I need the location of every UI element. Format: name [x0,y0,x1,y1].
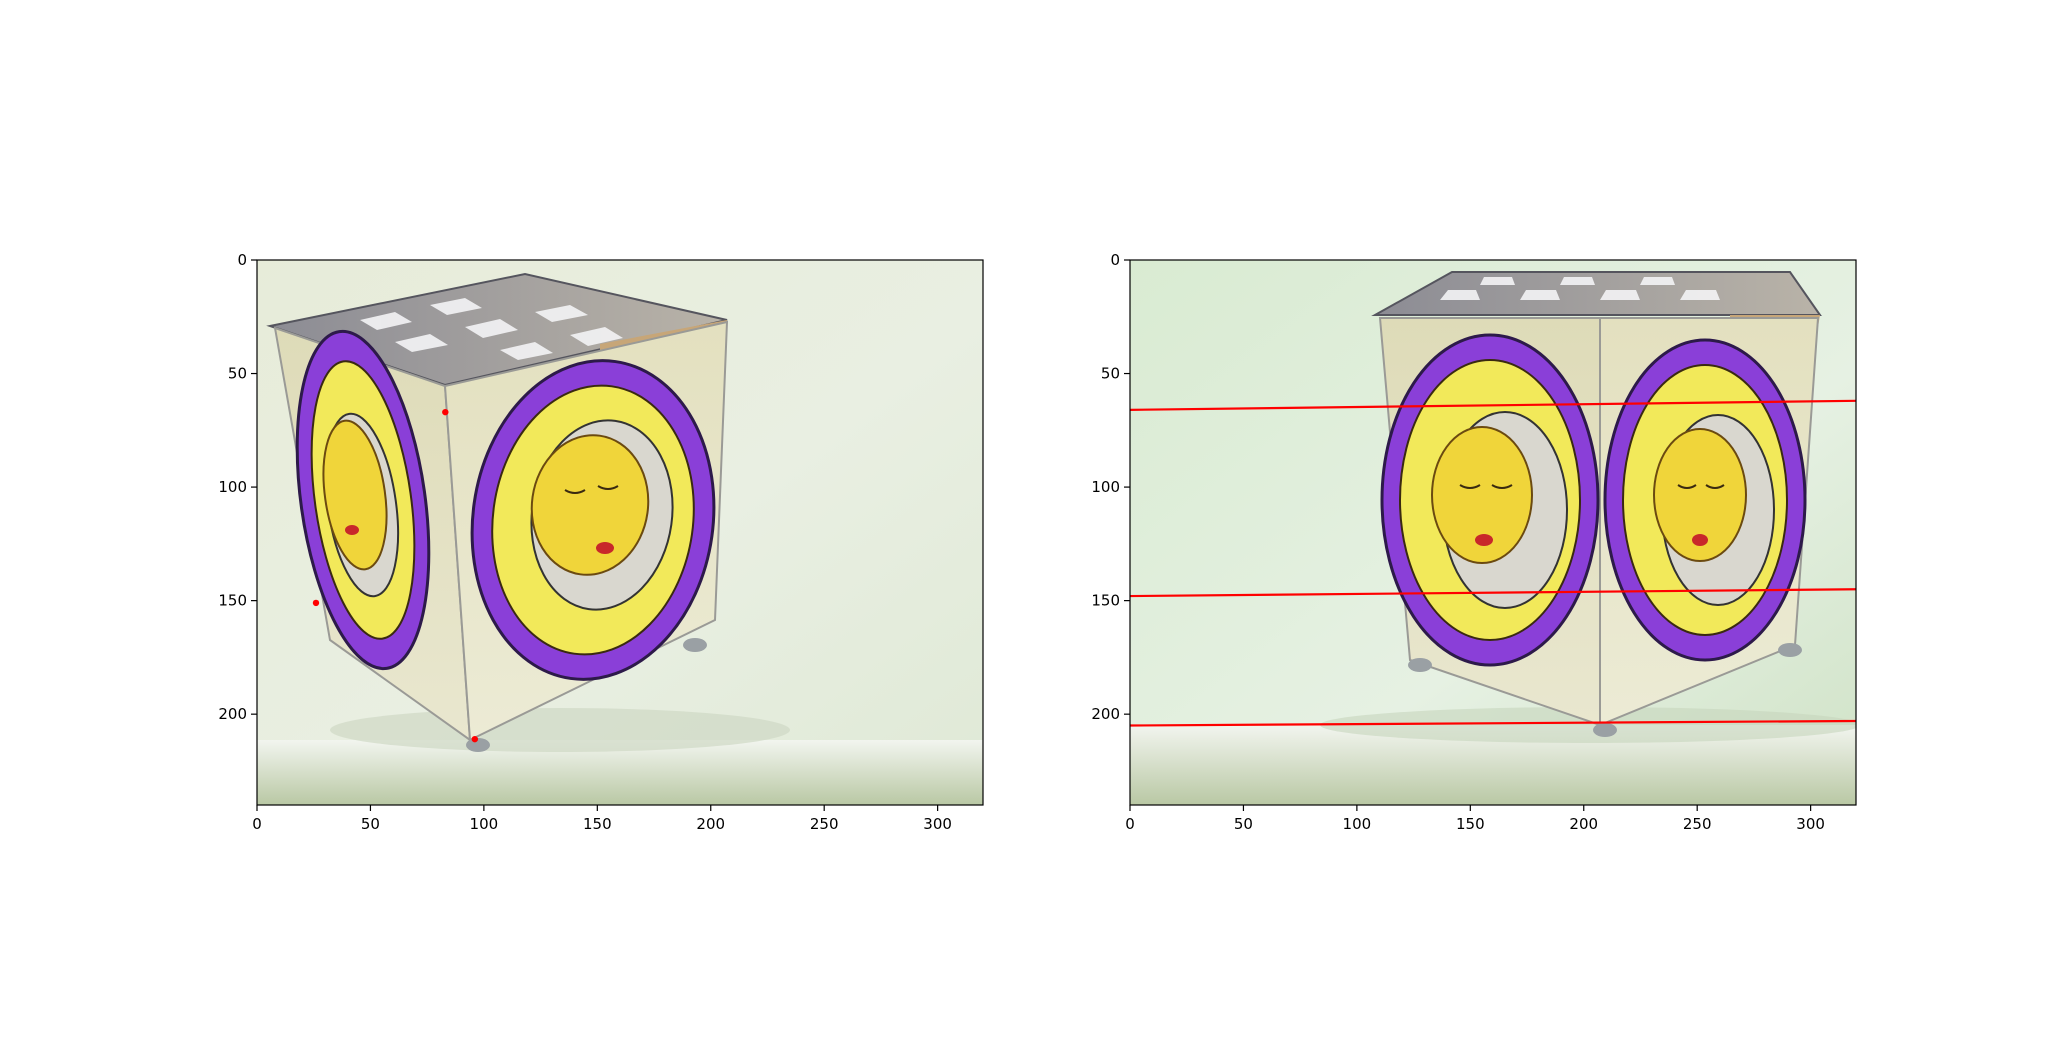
left-axes-frame [256,259,984,806]
epipolar-line [1130,399,1856,411]
left-panel: 0 50 100 150 200 250 300 0 50 100 150 200 [218,251,984,833]
right-epipolar-lines [1130,399,1856,727]
y-tick-label: 200 [218,705,247,723]
x-tick-label: 150 [1456,815,1485,833]
right-x-axis: 0 50 100 150 200 250 300 [1125,805,1825,833]
left-marked-points [312,408,478,743]
right-axes-frame [1129,259,1857,806]
right-y-axis: 0 50 100 150 200 [1091,251,1130,723]
y-tick-label: 50 [1101,365,1120,383]
x-tick-label: 100 [1343,815,1372,833]
x-tick-label: 200 [696,815,725,833]
x-tick-label: 50 [361,815,380,833]
epipolar-line [1130,719,1856,727]
y-tick-label: 0 [1110,251,1120,269]
y-tick-label: 150 [218,592,247,610]
marked-point [442,408,449,416]
marked-point [471,735,478,743]
x-tick-label: 200 [1569,815,1598,833]
left-x-axis: 0 50 100 150 200 250 300 [252,805,952,833]
y-tick-label: 100 [1091,478,1120,496]
x-tick-label: 250 [1683,815,1712,833]
x-tick-label: 250 [810,815,839,833]
x-tick-label: 0 [1125,815,1135,833]
y-tick-label: 150 [1091,592,1120,610]
x-tick-label: 0 [252,815,262,833]
y-tick-label: 0 [237,251,247,269]
x-tick-label: 150 [583,815,612,833]
y-tick-label: 50 [228,365,247,383]
marked-point [312,599,320,607]
left-y-axis: 0 50 100 150 200 [218,251,257,723]
right-photo [1130,260,1856,805]
x-tick-label: 300 [923,815,952,833]
epipolar-line [1130,588,1856,598]
y-tick-label: 100 [218,478,247,496]
right-panel: 0 50 100 150 200 250 300 0 50 100 150 200 [1091,251,1857,833]
x-tick-label: 100 [470,815,499,833]
x-tick-label: 50 [1234,815,1253,833]
y-tick-label: 200 [1091,705,1120,723]
left-photo [257,260,983,805]
x-tick-label: 300 [1796,815,1825,833]
